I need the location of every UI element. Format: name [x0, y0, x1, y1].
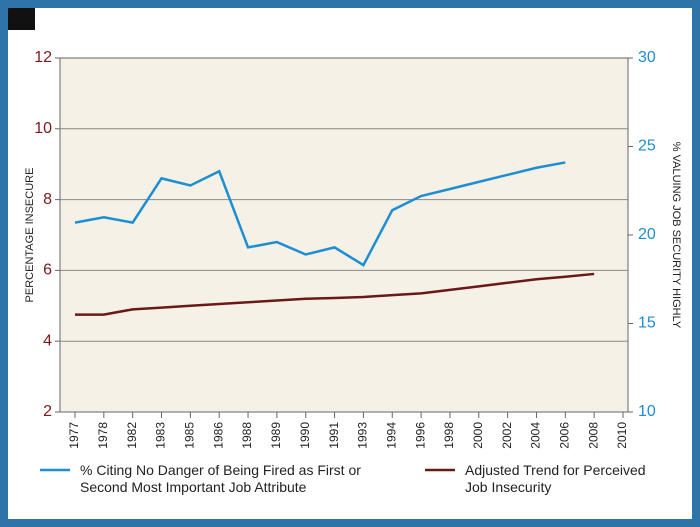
x-tick-label: 1996 [413, 422, 427, 449]
x-tick-label: 1994 [384, 422, 398, 449]
y2-axis-label: % VALUING JOB SECURITY HIGHLY [670, 142, 682, 329]
y-tick-label: 2 [43, 403, 52, 420]
y-tick-label: 10 [34, 120, 52, 137]
y-tick-label: 4 [43, 332, 52, 349]
y2-tick-label: 20 [638, 226, 656, 243]
legend-entry: % Citing No Danger of Being Fired as Fir… [80, 462, 361, 495]
x-tick-label: 1985 [183, 422, 197, 449]
x-tick-label: 1988 [240, 422, 254, 449]
x-tick-label: 2006 [557, 422, 571, 449]
y-axis-label: PERCENTAGE INSECURE [24, 168, 36, 303]
x-tick-label: 1982 [125, 422, 139, 449]
x-tick-label: 1983 [154, 422, 168, 449]
y2-tick-label: 30 [638, 49, 656, 66]
y2-tick-label: 15 [638, 315, 656, 332]
series-line [75, 272, 595, 316]
x-tick-label: 1978 [96, 422, 110, 449]
y2-tick-label: 10 [638, 403, 656, 420]
x-tick-label: 2000 [471, 422, 485, 449]
x-tick-label: 1977 [67, 422, 81, 449]
corner-block [8, 8, 35, 30]
y-tick-label: 6 [43, 262, 52, 279]
x-tick-label: 2008 [586, 422, 600, 449]
x-tick-label: 1993 [356, 422, 370, 449]
x-tick-label: 2010 [615, 422, 629, 449]
series-line [74, 161, 566, 267]
y2-tick-label: 25 [638, 138, 656, 155]
x-tick-label: 1998 [442, 422, 456, 449]
x-tick-label: 1986 [211, 422, 225, 449]
x-tick-label: 2002 [500, 422, 514, 449]
x-tick-label: 1991 [327, 422, 341, 449]
x-tick-label: 1990 [298, 422, 312, 449]
y-tick-label: 12 [34, 49, 52, 66]
x-tick-label: 2004 [529, 422, 543, 449]
y-tick-label: 8 [43, 191, 52, 208]
legend-entry: Adjusted Trend for Perceived Job Insecur… [465, 462, 646, 495]
plot-area [59, 57, 629, 413]
x-tick-label: 1989 [269, 422, 283, 449]
